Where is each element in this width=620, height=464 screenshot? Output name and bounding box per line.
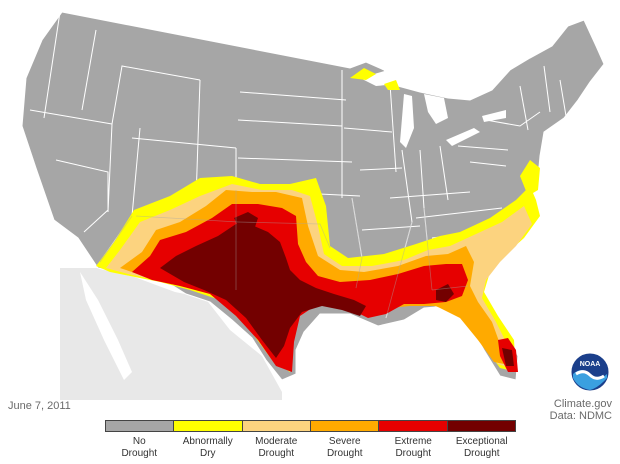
lake-ontario bbox=[482, 110, 506, 122]
legend-labels: No Drought Abnormally Dry Moderate Droug… bbox=[105, 436, 516, 460]
map-credit: Climate.gov Data: NDMC bbox=[550, 398, 612, 422]
lake-huron bbox=[424, 94, 448, 124]
legend-swatch-severe-drought bbox=[310, 421, 380, 431]
legend-label-extreme-drought: Extreme Drought bbox=[394, 436, 432, 459]
legend-color-bar bbox=[105, 420, 516, 432]
legend-swatch-moderate-drought bbox=[242, 421, 311, 431]
baja-peninsula bbox=[80, 272, 132, 380]
legend-swatch-abnormally-dry bbox=[174, 421, 243, 431]
noaa-logo-icon: NOAA bbox=[570, 352, 610, 392]
us-drought-map bbox=[21, 11, 605, 400]
legend-swatch-exceptional-drought bbox=[447, 421, 515, 431]
credit-source-link: Climate.gov bbox=[553, 398, 612, 410]
legend-label-no-drought: No Drought bbox=[121, 436, 158, 459]
state-borders-overlay bbox=[99, 190, 469, 319]
legend-label-severe-drought: Severe Drought bbox=[326, 436, 363, 459]
map-date-label: June 7, 2011 bbox=[8, 400, 71, 412]
drought-exceptional-areas bbox=[160, 212, 514, 366]
legend-swatch-extreme-drought bbox=[379, 421, 448, 431]
legend-label-abnormally-dry: Abnormally Dry bbox=[182, 436, 233, 459]
legend-swatch-no-drought bbox=[106, 421, 175, 431]
noaa-logo-text: NOAA bbox=[580, 361, 601, 368]
credit-data-label: Data: NDMC bbox=[549, 410, 612, 422]
lake-michigan bbox=[400, 94, 414, 148]
mexico-land bbox=[60, 268, 282, 400]
lake-superior bbox=[360, 70, 412, 86]
legend-label-exceptional-drought: Exceptional Drought bbox=[455, 436, 508, 459]
lake-erie bbox=[446, 128, 480, 146]
legend-label-moderate-drought: Moderate Drought bbox=[255, 436, 298, 459]
